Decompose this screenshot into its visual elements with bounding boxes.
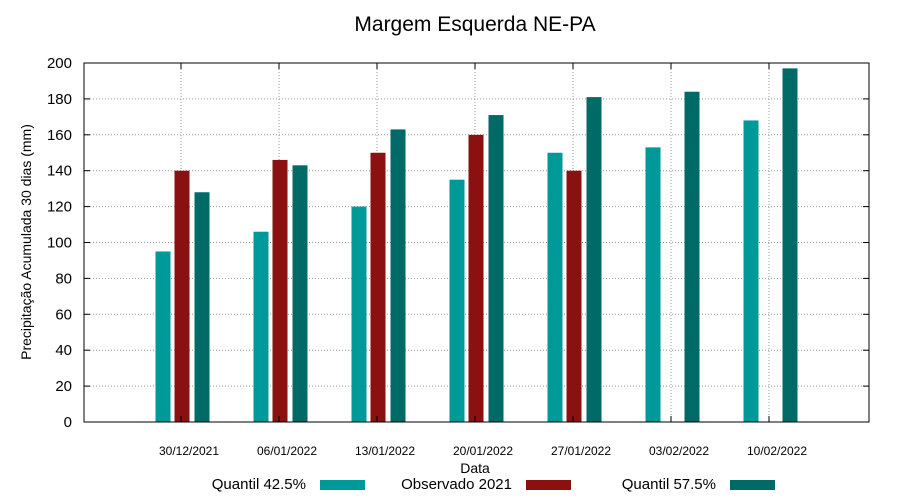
bar-quantil-57-5--6 xyxy=(782,68,798,422)
bar-quantil-42-5--4 xyxy=(547,152,563,422)
bar-quantil-57-5--3 xyxy=(488,115,504,423)
plot-frame xyxy=(83,62,870,423)
bar-observado-2021-0 xyxy=(174,170,190,422)
x-axis-label: Data xyxy=(460,460,490,476)
bar-quantil-42-5--3 xyxy=(449,179,465,422)
bar-observado-2021-1 xyxy=(272,159,288,422)
bar-quantil-42-5--1 xyxy=(253,231,269,422)
bar-observado-2021-2 xyxy=(370,152,386,422)
y-tick-label: 140 xyxy=(47,163,72,180)
y-axis-label: Precipitação Acumulada 30 dias (mm) xyxy=(18,124,34,360)
x-tick-label: 27/01/2022 xyxy=(551,444,611,458)
x-tick-label: 13/01/2022 xyxy=(355,444,415,458)
x-tick-label: 30/12/2021 xyxy=(159,444,219,458)
legend-swatch xyxy=(730,480,775,490)
y-tick-label: 0 xyxy=(64,414,72,431)
grid-lines xyxy=(84,63,869,422)
y-tick-label: 60 xyxy=(55,306,72,323)
bar-quantil-57-5--1 xyxy=(292,165,308,422)
y-tick-label: 80 xyxy=(55,270,72,287)
bar-quantil-42-5--5 xyxy=(645,147,661,423)
y-tick-label: 40 xyxy=(55,342,72,359)
bar-quantil-57-5--0 xyxy=(194,192,210,422)
legend: Quantil 42.5% Observado 2021 Quantil 57.5% xyxy=(212,476,775,493)
legend-label: Quantil 57.5% xyxy=(622,476,716,493)
x-tick-label: 10/02/2022 xyxy=(747,444,807,458)
y-tick-label: 120 xyxy=(47,199,72,216)
bar-quantil-57-5--2 xyxy=(390,129,406,423)
y-tick-label: 200 xyxy=(47,55,72,72)
bar-quantil-42-5--2 xyxy=(351,206,367,422)
legend-swatch xyxy=(526,480,571,490)
x-tick-label: 20/01/2022 xyxy=(453,444,513,458)
y-tick-label: 160 xyxy=(47,127,72,144)
legend-swatch xyxy=(320,480,365,490)
bars xyxy=(155,68,798,423)
bar-quantil-42-5--6 xyxy=(743,120,759,422)
legend-label: Quantil 42.5% xyxy=(212,476,306,493)
chart-title: Margem Esquerda NE-PA xyxy=(354,13,595,36)
bar-quantil-57-5--4 xyxy=(586,97,602,422)
y-axis-ticks: 0 20 40 60 80 100 120 140 160 180 200 xyxy=(47,55,869,431)
legend-label: Observado 2021 xyxy=(401,476,512,493)
bar-observado-2021-3 xyxy=(468,134,484,423)
bar-quantil-42-5--0 xyxy=(155,251,171,422)
x-tick-label: 06/01/2022 xyxy=(257,444,317,458)
y-tick-label: 180 xyxy=(47,91,72,108)
x-axis-ticks: 30/12/2021 06/01/2022 13/01/2022 20/01/2022… xyxy=(159,63,807,458)
y-tick-label: 20 xyxy=(55,378,72,395)
bar-observado-2021-4 xyxy=(566,170,582,422)
bar-quantil-57-5--5 xyxy=(684,91,700,422)
y-tick-label: 100 xyxy=(47,235,72,252)
x-tick-label: 03/02/2022 xyxy=(649,444,709,458)
